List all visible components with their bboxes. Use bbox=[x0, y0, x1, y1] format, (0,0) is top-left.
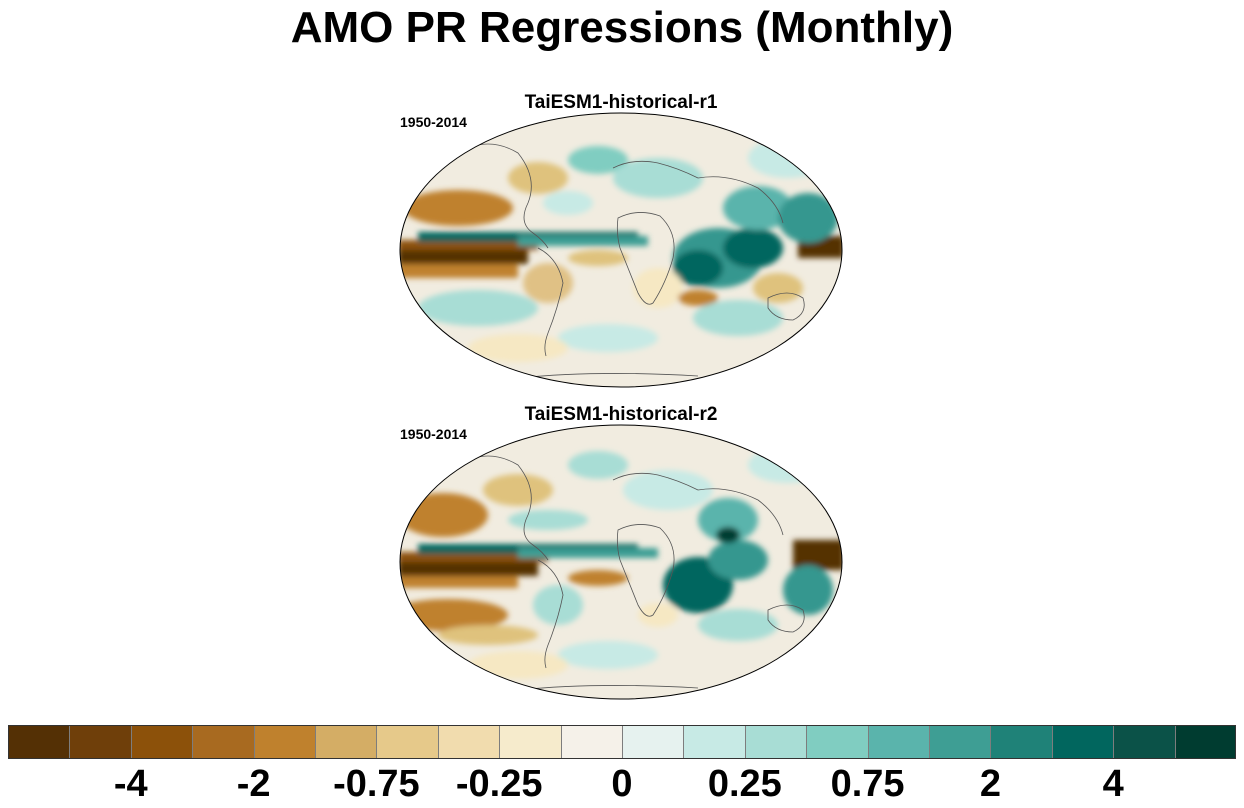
colorbar-tick-label: -0.75 bbox=[333, 763, 420, 805]
map-panel-r2: TaiESM1-historical-r2 1950-2014 bbox=[398, 404, 844, 700]
colorbar-tick-label: 0.25 bbox=[707, 763, 782, 805]
panel-period-r1: 1950-2014 bbox=[400, 114, 467, 130]
colorbar-box bbox=[8, 725, 70, 759]
colorbar bbox=[8, 725, 1236, 759]
colorbar-tick-label: -0.25 bbox=[455, 763, 543, 805]
colorbar-box bbox=[69, 725, 131, 759]
colorbar-tick-label: 4 bbox=[1102, 763, 1124, 805]
colorbar-box bbox=[744, 725, 807, 759]
colorbar-box bbox=[192, 725, 254, 759]
colorbar-box bbox=[376, 725, 438, 759]
colorbar-box bbox=[683, 725, 745, 759]
map-panel-r1: TaiESM1-historical-r1 1950-2014 bbox=[398, 92, 844, 388]
colorbar-box bbox=[437, 725, 500, 759]
colorbar-tick-label: -2 bbox=[236, 763, 271, 805]
colorbar-box bbox=[130, 725, 193, 759]
colorbar-box bbox=[1113, 725, 1175, 759]
main-title: AMO PR Regressions (Monthly) bbox=[290, 3, 954, 52]
colorbar-box bbox=[806, 725, 868, 759]
colorbar-box bbox=[1051, 725, 1114, 759]
panel-title-r1: TaiESM1-historical-r1 bbox=[524, 92, 718, 113]
colorbar-tick-label: 0 bbox=[611, 763, 633, 805]
colorbar-box bbox=[929, 725, 991, 759]
colorbar-box bbox=[622, 725, 684, 759]
colorbar-box bbox=[1174, 725, 1236, 759]
colorbar-tick-label: 2 bbox=[979, 763, 1001, 805]
panel-title-r2: TaiESM1-historical-r2 bbox=[524, 404, 718, 425]
colorbar-tick-label: -4 bbox=[113, 763, 148, 805]
regression-map-r2 bbox=[399, 424, 843, 700]
colorbar-box bbox=[253, 725, 315, 759]
colorbar-box bbox=[560, 725, 622, 759]
colorbar-box bbox=[990, 725, 1052, 759]
colorbar-box bbox=[315, 725, 377, 759]
colorbar-box bbox=[867, 725, 929, 759]
panel-period-r2: 1950-2014 bbox=[400, 426, 467, 442]
colorbar-box bbox=[499, 725, 561, 759]
colorbar-tick-label: 0.75 bbox=[830, 763, 905, 805]
regression-map-r1 bbox=[399, 112, 843, 388]
